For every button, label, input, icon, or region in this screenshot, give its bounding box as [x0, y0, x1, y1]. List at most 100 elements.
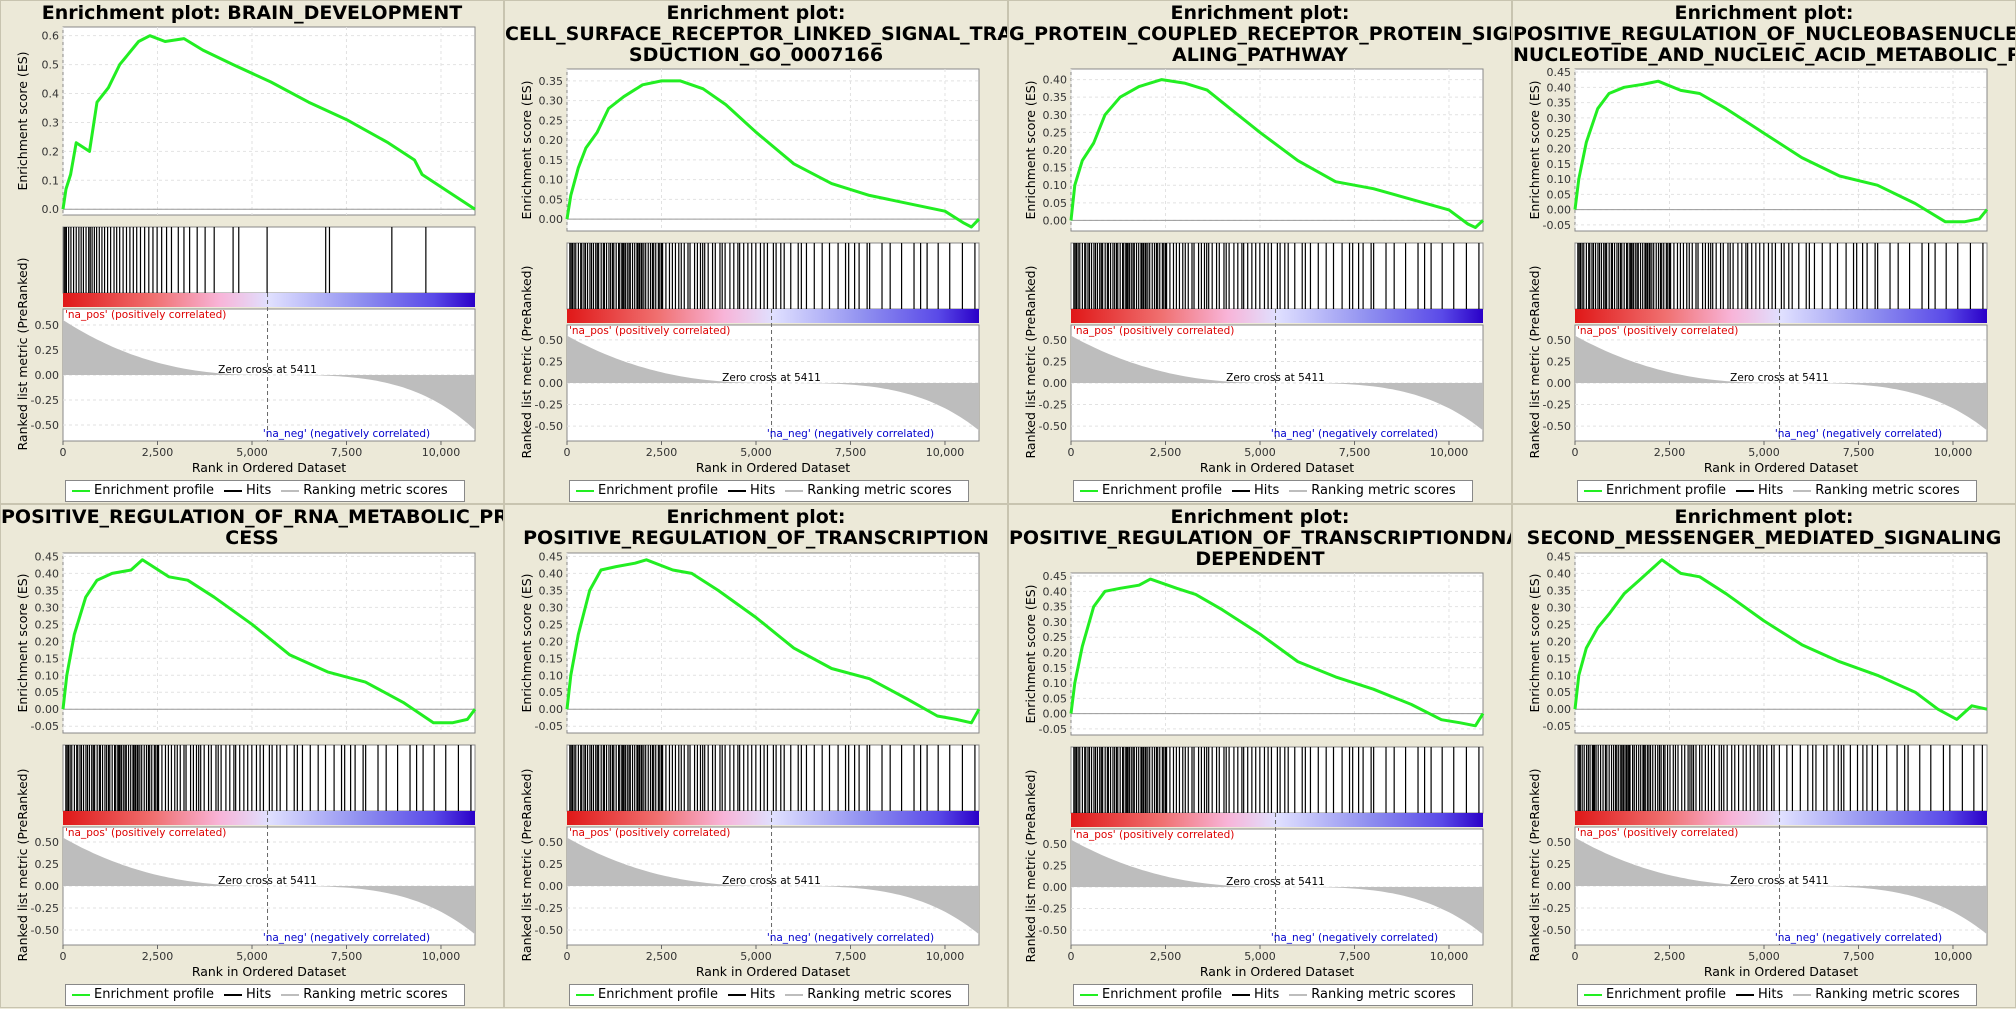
y-tick-label: 0.00: [1547, 703, 1572, 716]
x-tick-label: 2,500: [1150, 446, 1182, 459]
legend-enrichment-swatch: [576, 993, 594, 996]
ranking-metric-area: [567, 335, 979, 431]
metric-y-tick-label: -0.25: [535, 902, 563, 915]
zero-cross-label: Zero cross at 5411: [218, 875, 317, 887]
metric-y-axis-label: Ranked list metric (PreRanked): [1023, 770, 1038, 963]
y-tick-label: 0.30: [539, 601, 564, 614]
es-plot-area: [566, 552, 980, 734]
y-tick-label: 0.35: [35, 584, 60, 597]
es-y-axis-label: Enrichment score (ES): [519, 573, 534, 712]
y-tick-label: 0.20: [1547, 635, 1572, 648]
y-tick-label: 0.05: [1547, 686, 1572, 699]
y-tick-label: 0.20: [1043, 144, 1068, 157]
x-tick-label: 10,000: [422, 446, 461, 459]
plot-title-line: G_PROTEIN_COUPLED_RECEPTOR_PROTEIN_SIGN: [1009, 23, 1511, 45]
y-tick-label: 0.05: [1043, 197, 1068, 210]
x-tick-label: 10,000: [926, 446, 965, 459]
legend-enrichment-label: Enrichment profile: [1102, 987, 1222, 1002]
plot-title-line: SECOND_MESSENGER_MEDIATED_SIGNALING: [1526, 527, 2002, 549]
x-tick-label: 7,500: [1339, 446, 1371, 459]
legend-ranking-swatch: [1793, 993, 1812, 996]
zero-cross-label: Zero cross at 5411: [1226, 372, 1325, 384]
neg-correlated-label: 'na_neg' (negatively correlated): [263, 932, 430, 944]
neg-correlated-label: 'na_neg' (negatively correlated): [1271, 932, 1438, 944]
es-plot-area: [62, 552, 476, 734]
neg-correlated-label: 'na_neg' (negatively correlated): [767, 428, 934, 440]
neg-correlated-label: 'na_neg' (negatively correlated): [767, 932, 934, 944]
x-tick-label: 2,500: [142, 950, 174, 963]
metric-y-tick-label: -0.25: [535, 399, 563, 412]
metric-y-tick-label: 0.25: [539, 355, 564, 368]
legend-hits-swatch: [1232, 993, 1250, 996]
y-tick-label: 0.15: [539, 652, 564, 665]
metric-y-axis-label: Ranked list metric (PreRanked): [1527, 769, 1542, 962]
legend-hits-label: Hits: [1758, 483, 1784, 498]
metric-y-tick-label: 0.25: [35, 344, 60, 357]
legend-hits-label: Hits: [246, 987, 272, 1002]
y-tick-label: 0.15: [1043, 662, 1068, 675]
legend: Enrichment profile Hits Ranking metric sco…: [1577, 480, 1977, 502]
x-tick-label: 7,500: [1843, 950, 1875, 963]
neg-correlated-label: 'na_neg' (negatively correlated): [1271, 428, 1438, 440]
es-y-axis-label: Enrichment score (ES): [1527, 573, 1542, 712]
x-tick-label: 10,000: [1934, 446, 1973, 459]
ranking-metric-area: [63, 837, 475, 935]
legend-enrichment-swatch: [1080, 489, 1098, 492]
y-tick-label: 0.10: [1547, 669, 1572, 682]
ranking-colorbar: [567, 811, 979, 825]
es-y-axis-label: Enrichment score (ES): [15, 573, 30, 712]
metric-y-tick-label: -0.25: [31, 902, 59, 915]
y-tick-label: 0.25: [539, 114, 564, 127]
legend-ranking-swatch: [1289, 489, 1308, 492]
metric-y-axis-label: Ranked list metric (PreRanked): [519, 266, 534, 459]
plot-title-line: POSITIVE_REGULATION_OF_RNA_METABOLIC_PRO: [1, 507, 503, 528]
legend-enrichment-label: Enrichment profile: [1606, 483, 1726, 498]
legend-enrichment-swatch: [576, 489, 594, 492]
y-tick-label: 0.40: [1043, 74, 1068, 87]
y-tick-label: 0.30: [1043, 109, 1068, 122]
legend-ranking-label: Ranking metric scores: [807, 987, 952, 1002]
y-tick-label: 0.15: [1043, 162, 1068, 175]
x-tick-label: 0: [60, 446, 67, 459]
metric-y-tick-label: 0.00: [539, 377, 564, 390]
y-tick-label: 0.15: [539, 154, 564, 167]
y-tick-label: 0.35: [1547, 97, 1572, 110]
x-tick-label: 0: [1572, 446, 1579, 459]
metric-y-tick-label: 0.50: [35, 319, 60, 332]
enrichment-profile-line: [61, 34, 476, 211]
x-axis-label: Rank in Ordered Dataset: [192, 460, 346, 475]
enrichment-plot-panel: Enrichment plot: BRAIN_DEVELOPMENT 0.0 0.1…: [0, 0, 504, 504]
y-tick-label: 0.4: [42, 88, 60, 101]
x-tick-label: 5,000: [740, 446, 772, 459]
enrichment-plot-panel: Enrichment plot: POSITIVE_REGULATION_OF_N…: [1512, 0, 2016, 504]
plot-title: Enrichment plot: G_PROTEIN_COUPLED_RECEPT…: [1009, 3, 1511, 66]
pos-correlated-label: 'na_pos' (positively correlated): [1577, 325, 1738, 337]
plot-title: Enrichment plot: SECOND_MESSENGER_MEDIATE…: [1513, 507, 2015, 549]
y-tick-label: 0.1: [42, 174, 60, 187]
y-tick-label: 0.35: [1043, 91, 1068, 104]
y-tick-label: 0.25: [1043, 126, 1068, 139]
y-tick-label: 0.20: [35, 635, 60, 648]
x-tick-label: 2,500: [1654, 950, 1686, 963]
legend-hits-label: Hits: [246, 483, 272, 498]
y-tick-label: 0.40: [1043, 585, 1068, 598]
ranking-colorbar: [1575, 309, 1987, 323]
legend: Enrichment profile Hits Ranking metric sco…: [569, 984, 969, 1006]
legend-ranking-label: Ranking metric scores: [807, 483, 952, 498]
y-tick-label: 0.40: [1547, 81, 1572, 94]
y-tick-label: 0.25: [1547, 127, 1572, 140]
legend: Enrichment profile Hits Ranking metric sco…: [1073, 984, 1473, 1006]
y-tick-label: 0.10: [539, 174, 564, 187]
legend-hits-label: Hits: [750, 483, 776, 498]
x-tick-label: 0: [60, 950, 67, 963]
y-tick-label: 0.10: [539, 669, 564, 682]
plot-title-line: Enrichment plot:: [1674, 507, 1854, 528]
metric-y-tick-label: 0.00: [35, 369, 60, 382]
enrichment-profile-line: [1573, 558, 1988, 721]
legend: Enrichment profile Hits Ranking metric sco…: [569, 480, 969, 502]
y-tick-label: 0.0: [42, 203, 60, 216]
x-tick-label: 0: [1068, 950, 1075, 963]
y-tick-label: 0.30: [1547, 112, 1572, 125]
y-tick-label: 0.20: [1043, 646, 1068, 659]
legend-ranking-label: Ranking metric scores: [1815, 483, 1960, 498]
